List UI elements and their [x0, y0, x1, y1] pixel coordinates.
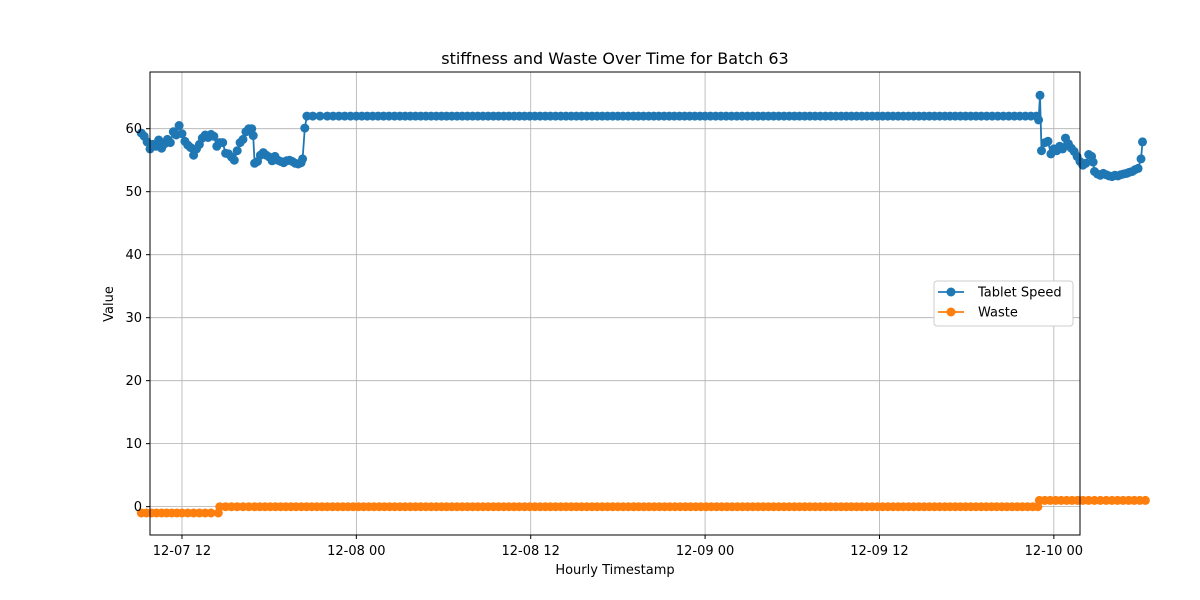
x-tick-label: 12-08 12: [501, 544, 559, 559]
data-point: [206, 508, 216, 518]
data-point: [1034, 115, 1044, 125]
x-axis: 12-07 12 12-08 00 12-08 12 12-09 00 12-09 12…: [153, 535, 1083, 559]
data-point: [1138, 137, 1147, 147]
x-tick-label: 12-07 12: [153, 544, 211, 559]
y-tick-label: 0: [134, 500, 142, 515]
data-point: [1035, 90, 1045, 100]
series-waste: [136, 495, 1150, 518]
data-point: [165, 138, 175, 148]
series-group: [136, 90, 1150, 518]
data-point: [174, 121, 184, 130]
data-point: [308, 111, 318, 121]
data-point: [1081, 158, 1091, 168]
legend-label: Waste: [978, 306, 1018, 321]
x-tick-label: 12-09 00: [676, 544, 734, 559]
plot-frame: [149, 71, 1081, 536]
series-tablet-speed: [136, 90, 1147, 182]
data-point: [177, 129, 187, 139]
data-point: [248, 131, 258, 141]
data-point: [1058, 144, 1068, 154]
data-point: [1037, 146, 1046, 156]
legend-label: Tablet Speed: [977, 286, 1062, 301]
data-point: [229, 155, 239, 165]
data-point: [247, 124, 257, 134]
legend: Tablet Speed Waste: [933, 280, 1074, 327]
y-tick-label: 10: [125, 437, 142, 452]
chart-title: stiffness and Waste Over Time for Batch …: [441, 49, 788, 68]
data-point: [238, 134, 248, 144]
x-axis-label: Hourly Timestamp: [555, 563, 674, 578]
x-tick-label: 12-10 00: [1025, 544, 1083, 559]
x-tick-label: 12-09 12: [850, 544, 908, 559]
legend-marker: [946, 287, 956, 297]
y-tick-label: 30: [125, 311, 142, 326]
y-tick-label: 20: [125, 374, 142, 389]
y-tick-label: 40: [125, 248, 142, 263]
y-axis-label: Value: [102, 286, 117, 322]
data-point: [1043, 136, 1053, 146]
data-point: [1088, 157, 1098, 167]
data-point: [315, 111, 325, 121]
data-point: [1133, 163, 1143, 173]
legend-box: [933, 280, 1074, 327]
y-tick-label: 50: [125, 185, 142, 200]
data-point: [298, 154, 308, 164]
data-point: [1140, 495, 1150, 505]
data-point: [232, 146, 242, 156]
x-tick-label: 12-08 00: [327, 544, 385, 559]
data-point: [218, 138, 228, 148]
data-point: [209, 131, 219, 141]
legend-marker: [946, 307, 956, 317]
data-point: [300, 123, 310, 133]
data-point: [1136, 154, 1146, 164]
y-tick-label: 60: [125, 122, 142, 137]
y-axis: 0 10 20 30 40 50 60: [125, 122, 150, 515]
